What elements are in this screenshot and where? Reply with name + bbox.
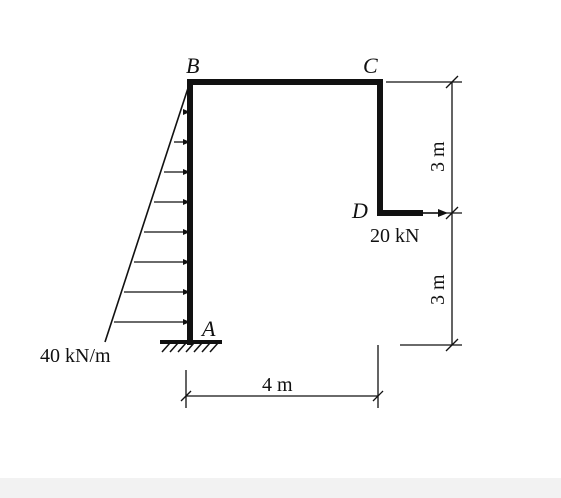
node-label-a: A — [200, 316, 216, 341]
fixed-support-a — [160, 340, 222, 353]
distributed-load — [104, 81, 191, 343]
horizontal-dimension-label: 4 m — [262, 374, 293, 396]
bottom-strip — [0, 478, 561, 498]
node-label-c: C — [363, 53, 378, 78]
load-arrowheads — [183, 109, 190, 325]
node-label-d: D — [351, 198, 368, 223]
dimension-lines — [180, 75, 462, 408]
load-envelope — [104, 81, 191, 343]
load-arrows — [114, 111, 190, 323]
frame-members — [187, 79, 423, 345]
node-label-b: B — [186, 53, 199, 78]
point-load-label: 20 kN — [370, 225, 419, 247]
distributed-load-label: 40 kN/m — [40, 345, 111, 367]
upper-vertical-dimension-label: 3 m — [427, 141, 449, 172]
lower-vertical-dimension-label: 3 m — [427, 274, 449, 305]
